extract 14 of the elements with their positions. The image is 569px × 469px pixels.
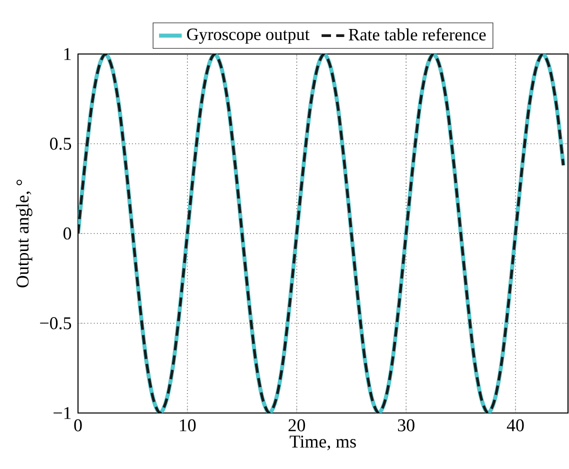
x-axis-title: Time, ms [290, 436, 356, 450]
x-tick-label: 10 [180, 419, 196, 432]
y-tick-label: 0 [63, 227, 72, 240]
y-tick-label: −0.5 [40, 317, 72, 330]
x-tick-label: 20 [288, 419, 306, 432]
y-tick-label: 0.5 [50, 138, 72, 150]
y-axis-title: Output angle, ° [16, 180, 32, 288]
x-tick-label: 40 [506, 419, 524, 432]
legend-label: Gyroscope output [187, 28, 310, 44]
y-tick-label: −1 [54, 407, 71, 419]
y-tick-label: 1 [64, 48, 71, 60]
legend-label: Rate table reference [348, 28, 486, 41]
x-tick-label: 0 [74, 419, 82, 432]
x-tick-label: 30 [398, 419, 414, 432]
